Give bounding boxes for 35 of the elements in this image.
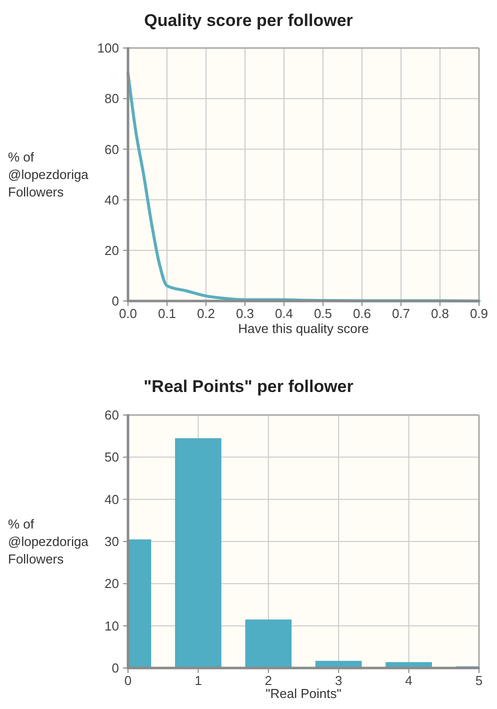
x-tick-label: 0.1 [158, 306, 176, 321]
x-tick-label: 5 [475, 673, 483, 688]
x-tick-label: 3 [334, 673, 342, 688]
y-tick-label: 40 [104, 192, 119, 208]
x-tick-label: 0.2 [196, 306, 216, 321]
y-tick-label: 80 [104, 91, 119, 106]
chart-title: Quality score per follower [144, 11, 354, 30]
x-tick-label: 0.4 [274, 306, 294, 321]
y-tick-label: 0 [112, 660, 119, 676]
x-tick-label: 0.9 [470, 306, 488, 321]
x-axis-title: "Real Points" [266, 686, 342, 701]
chart-title: "Real Points" per follower [144, 377, 354, 396]
y-tick-label: 40 [104, 492, 119, 507]
x-axis-title: Have this quality score [238, 321, 369, 336]
x-tick-label: 0.0 [118, 306, 138, 321]
x-tick-label: 0.8 [430, 306, 450, 321]
x-tick-label: 4 [405, 673, 412, 688]
x-tick-label: 0.6 [352, 306, 372, 321]
y-axis-title: % of @lopezdoriga Followers [8, 516, 90, 567]
y-tick-label: 50 [104, 450, 119, 465]
x-tick-label: 0.3 [236, 306, 254, 321]
x-tick-label: 1 [194, 673, 202, 688]
y-tick-label: 10 [104, 618, 119, 634]
x-tick-label: 0 [124, 673, 132, 688]
y-tick-label: 30 [104, 534, 119, 550]
x-tick-label: 0.7 [392, 306, 410, 321]
y-tick-label: 20 [104, 242, 119, 258]
y-tick-label: 100 [97, 40, 119, 56]
y-axis-title: % of @lopezdoriga Followers [8, 150, 90, 200]
y-tick-label: 60 [104, 142, 119, 157]
y-tick-label: 60 [104, 408, 119, 423]
y-tick-label: 20 [104, 576, 119, 592]
y-tick-label: 0 [112, 294, 119, 309]
x-tick-label: 2 [264, 673, 272, 688]
x-tick-label: 0.5 [314, 306, 332, 321]
